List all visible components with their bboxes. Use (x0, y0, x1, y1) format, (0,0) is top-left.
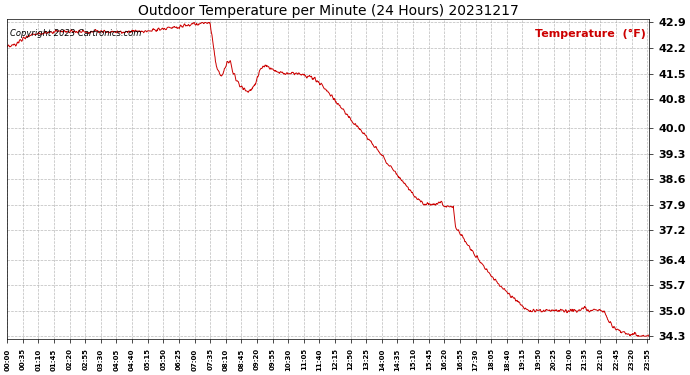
Text: Copyright 2023 Cartronics.com: Copyright 2023 Cartronics.com (10, 29, 141, 38)
Title: Outdoor Temperature per Minute (24 Hours) 20231217: Outdoor Temperature per Minute (24 Hours… (138, 4, 518, 18)
Text: Temperature  (°F): Temperature (°F) (535, 29, 646, 39)
